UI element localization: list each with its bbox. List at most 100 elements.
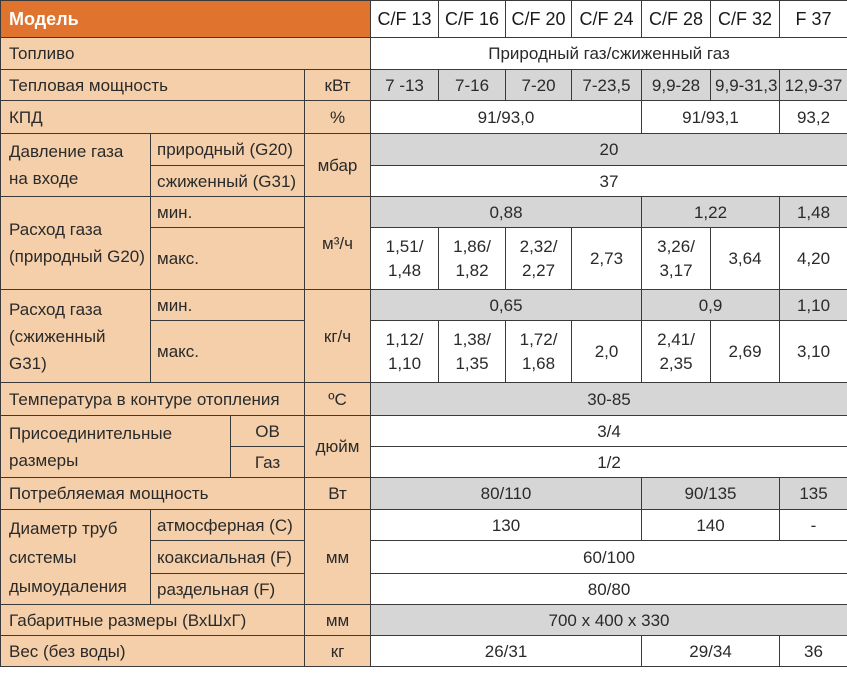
cell-value: 1,10 — [779, 289, 847, 321]
cell-value: 60/100 — [370, 540, 847, 574]
unit-cell: мбар — [303, 133, 372, 197]
cell-value: 1,86/ 1,82 — [438, 227, 507, 290]
table-row: Габаритные размеры (ВхШхГ) мм 700 x 400 … — [0, 604, 847, 636]
table-row: Температура в контуре отопления ºC 30-85 — [0, 382, 847, 416]
cell-value: 2,0 — [571, 320, 643, 383]
cell-value: 1/2 — [370, 446, 847, 478]
cell-value: 700 x 400 x 330 — [370, 604, 847, 636]
unit-cell: кВт — [303, 69, 372, 101]
sub-label: природный (G20) — [150, 133, 305, 166]
cell-value: 9,9-28 — [641, 69, 712, 101]
model-header: Модель — [0, 0, 372, 38]
sub-label: макс. — [150, 320, 305, 383]
cell-value: 1,51/ 1,48 — [370, 227, 440, 290]
cell-value: 37 — [370, 165, 847, 197]
cell-value: 7-20 — [505, 69, 573, 101]
cell-value: 1,72/ 1,68 — [505, 320, 573, 383]
cell-value: 1,48 — [779, 196, 847, 228]
cell-value: 7-23,5 — [571, 69, 643, 101]
unit-cell: мм — [303, 604, 372, 636]
cell-value: 1,38/ 1,35 — [438, 320, 507, 383]
cell-value: 0,9 — [641, 289, 781, 321]
cell-value: 3,26/ 3,17 — [641, 227, 712, 290]
cell-value: 2,32/ 2,27 — [505, 227, 573, 290]
model-col-header: C/F 20 — [505, 0, 573, 38]
cell-value: 29/34 — [641, 635, 781, 667]
sub-label: коаксиальная (F) — [150, 540, 305, 574]
model-col-header: C/F 32 — [710, 0, 781, 38]
cell-value: 140 — [641, 509, 781, 541]
row-label: Габаритные размеры (ВхШхГ) — [0, 604, 305, 636]
cell-value: 12,9-37 — [779, 69, 847, 101]
cell-value: 91/93,0 — [370, 100, 643, 134]
cell-value: - — [779, 509, 847, 541]
cell-value: 36 — [779, 635, 847, 667]
sub-label: макс. — [150, 227, 305, 290]
row-label: Вес (без воды) — [0, 635, 305, 667]
cell-value: 3,10 — [779, 320, 847, 383]
table-row: Давление газа на входе природный (G20) м… — [0, 133, 847, 197]
table-row: коаксиальная (F) 60/100 — [1, 540, 847, 574]
cell-value: 7 -13 — [370, 69, 440, 101]
unit-cell: кг/ч — [303, 289, 372, 383]
row-label: Расход газа (сжиженный G31) — [0, 289, 151, 383]
cell-value: 91/93,1 — [641, 100, 781, 134]
cell-value: 80/80 — [370, 573, 847, 605]
unit-cell: ºC — [303, 382, 372, 416]
row-label: Давление газа на входе — [0, 133, 151, 197]
table-row: макс. 1,12/ 1,10 1,38/ 1,35 1,72/ 1,68 2… — [1, 320, 847, 383]
row-label: Диаметр труб системы дымоудаления — [0, 509, 151, 605]
row-label: КПД — [0, 100, 305, 134]
unit-cell: % — [303, 100, 372, 134]
cell-value: 2,41/ 2,35 — [641, 320, 712, 383]
table-row: Потребляемая мощность Вт 80/110 90/135 1… — [0, 477, 847, 510]
row-label: Потребляемая мощность — [0, 477, 305, 510]
table-row: Диаметр труб системы дымоудаления атмосф… — [0, 509, 847, 605]
unit-cell: Вт — [303, 477, 372, 510]
cell-value: 2,69 — [710, 320, 781, 383]
table-row: Присоединительные размеры ОВ дюйм 3/4 — [0, 415, 847, 478]
cell-value: 9,9-31,3 — [710, 69, 781, 101]
table-row: Расход газа (природный G20) мин. м³/ч 0,… — [0, 196, 847, 290]
unit-text: м³/ч — [322, 233, 353, 253]
unit-cell: кг — [303, 635, 372, 667]
cell-value: 0,65 — [370, 289, 643, 321]
cell-value: 26/31 — [370, 635, 643, 667]
table-row: Топливо Природный газ/сжиженный газ — [0, 37, 847, 70]
unit-cell: мм — [303, 509, 372, 605]
sub-label: мин. — [150, 289, 305, 321]
table-row: раздельная (F) 80/80 — [1, 573, 847, 605]
sub-label: ОВ — [230, 415, 305, 447]
cell-value: 90/135 — [641, 477, 781, 510]
table-row: Расход газа (сжиженный G31) мин. кг/ч 0,… — [0, 289, 847, 383]
cell-value: 3,64 — [710, 227, 781, 290]
table-row: Вес (без воды) кг 26/31 29/34 36 — [0, 635, 847, 667]
cell-value: 80/110 — [370, 477, 643, 510]
unit-cell: дюйм — [303, 415, 372, 478]
model-col-header: C/F 16 — [438, 0, 507, 38]
row-label: Топливо — [0, 37, 372, 70]
model-col-header: C/F 28 — [641, 0, 712, 38]
row-label: Присоединительные размеры — [0, 415, 231, 478]
cell-value: 1,12/ 1,10 — [370, 320, 440, 383]
cell-value: 3/4 — [370, 415, 847, 447]
cell-value: 93,2 — [779, 100, 847, 134]
row-label: Тепловая мощность — [0, 69, 305, 101]
cell-value: 135 — [779, 477, 847, 510]
sub-label: Газ — [230, 446, 305, 478]
model-col-header: C/F 24 — [571, 0, 643, 38]
cell-value: 0,88 — [370, 196, 643, 228]
unit-cell: м³/ч — [303, 196, 372, 290]
cell-value: 2,73 — [571, 227, 643, 290]
model-col-header: F 37 — [779, 0, 847, 38]
row-label: Расход газа (природный G20) — [0, 196, 151, 290]
cell-value: 20 — [370, 133, 847, 166]
cell-value: Природный газ/сжиженный газ — [370, 37, 847, 70]
sub-label: мин. — [150, 196, 305, 228]
table-row: макс. 1,51/ 1,48 1,86/ 1,82 2,32/ 2,27 2… — [1, 227, 847, 290]
cell-value: 1,22 — [641, 196, 781, 228]
cell-value: 130 — [370, 509, 643, 541]
table-row: Газ 1/2 — [1, 446, 847, 478]
header-row: Модель C/F 13 C/F 16 C/F 20 C/F 24 C/F 2… — [0, 0, 847, 38]
